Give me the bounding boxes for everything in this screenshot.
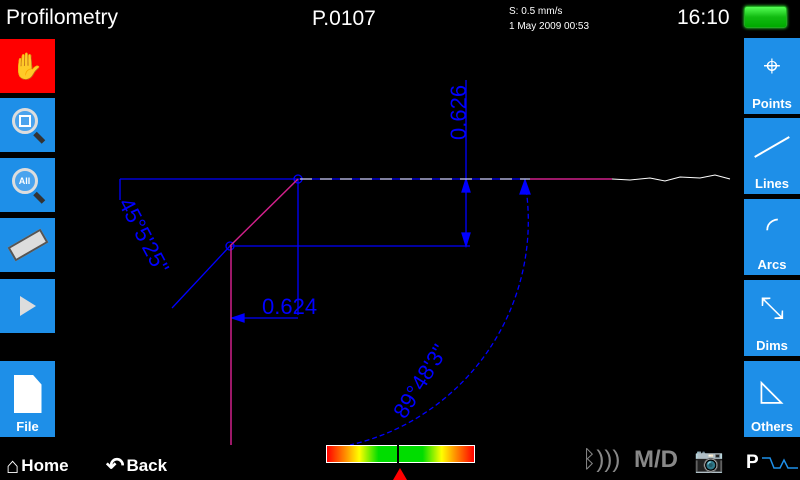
arc-icon: ◜ xyxy=(766,211,778,245)
dim-vertical-label: 0.626 xyxy=(446,85,471,140)
arrow-head xyxy=(461,176,471,193)
level-meter xyxy=(326,445,475,463)
speed: S: 0.5 mm/s xyxy=(509,6,563,17)
p-label[interactable]: P xyxy=(746,452,759,473)
file-icon xyxy=(13,375,42,413)
others-label: Others xyxy=(751,419,793,434)
bluetooth-icon[interactable]: ᛒ))) xyxy=(582,446,621,473)
battery-icon xyxy=(744,6,787,28)
profile-trace xyxy=(611,174,731,182)
datetime: 1 May 2009 00:53 xyxy=(509,21,590,32)
status-info: S: 0.5 mm/s 1 May 2009 00:53 xyxy=(509,4,589,34)
dim-horizontal-label: 0.624 xyxy=(262,294,317,319)
zoom-all-icon: All xyxy=(8,165,48,205)
angle-left-label: 45°5'25" xyxy=(114,194,175,278)
file-button[interactable]: File xyxy=(0,361,55,437)
file-label: File xyxy=(16,419,39,434)
play-icon xyxy=(19,296,36,316)
angle-arc xyxy=(349,181,529,446)
zoom-window-button[interactable] xyxy=(0,98,55,152)
arrow-head xyxy=(461,232,471,249)
clock: 16:10 xyxy=(677,6,730,29)
dimension-icon: ⤡ xyxy=(760,292,784,325)
eraser-button[interactable] xyxy=(0,218,55,272)
zoom-all-text: All xyxy=(18,176,31,186)
zoom-window-icon xyxy=(8,105,48,145)
arrow-head xyxy=(519,178,531,195)
play-button[interactable] xyxy=(0,279,55,333)
home-icon: ⌂ xyxy=(6,453,20,478)
pan-hand-button[interactable]: ✋ xyxy=(0,39,55,93)
meter-pointer xyxy=(393,468,407,480)
back-button[interactable]: ↶ Back xyxy=(106,453,167,479)
points-label: Points xyxy=(752,96,792,111)
camera-icon[interactable]: 📷 xyxy=(694,447,724,474)
app-title: Profilometry xyxy=(6,6,119,29)
md-toggle[interactable]: M/D xyxy=(634,446,678,473)
selected-line xyxy=(229,178,299,247)
arrow-head xyxy=(229,313,245,323)
program-name: P.0107 xyxy=(312,7,376,30)
profile-wave-icon[interactable] xyxy=(762,455,798,471)
crosshair-icon: ⌖ xyxy=(763,50,781,83)
lines-label: Lines xyxy=(755,176,789,191)
zoom-all-button[interactable]: All xyxy=(0,158,55,212)
meter-needle xyxy=(397,445,399,463)
angle-arc-label: 89°48'3" xyxy=(388,340,453,423)
protractor-icon: ◺ xyxy=(760,373,784,407)
arcs-button[interactable]: ◜ Arcs xyxy=(744,199,800,275)
point-marker xyxy=(225,241,235,251)
home-button[interactable]: ⌂ Home xyxy=(6,453,69,479)
hand-icon: ✋ xyxy=(11,50,44,81)
home-label: Home xyxy=(21,456,69,475)
back-label: Back xyxy=(126,456,168,475)
arcs-label: Arcs xyxy=(757,257,787,272)
dims-label: Dims xyxy=(756,338,788,353)
others-button[interactable]: ◺ Others xyxy=(744,361,800,437)
angle-leg xyxy=(171,245,231,309)
lines-button[interactable]: Lines xyxy=(744,118,800,194)
points-button[interactable]: ⌖ Points xyxy=(744,38,800,114)
dims-button[interactable]: ⤡ Dims xyxy=(744,280,800,356)
back-icon: ↶ xyxy=(106,453,125,478)
